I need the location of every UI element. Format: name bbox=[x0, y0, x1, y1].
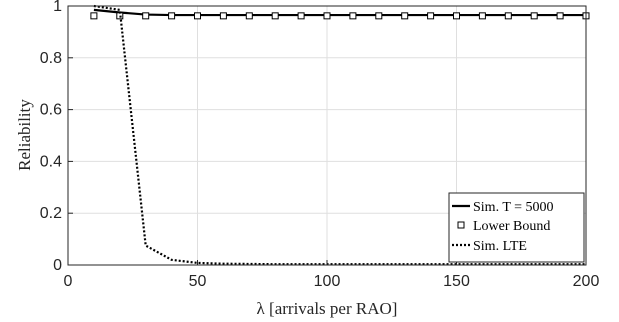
y-axis-title: Reliability bbox=[15, 99, 34, 171]
series-line-sim-lte bbox=[93, 4, 586, 266]
grid bbox=[68, 6, 586, 265]
x-tick-label: 50 bbox=[189, 273, 207, 290]
legend: Sim. T = 5000 Lower Bound Sim. LTE bbox=[448, 192, 585, 263]
data-point-lower-bound bbox=[168, 12, 176, 20]
legend-marker-lower-bound bbox=[457, 221, 465, 229]
data-point-lower-bound bbox=[219, 12, 227, 20]
data-point-lower-bound bbox=[271, 12, 279, 20]
legend-box bbox=[448, 192, 585, 263]
y-tick-label: 0.2 bbox=[40, 205, 62, 222]
data-point-lower-bound bbox=[556, 12, 564, 20]
y-tick-label: 0 bbox=[53, 257, 62, 274]
data-point-lower-bound bbox=[504, 12, 512, 20]
x-tick-label: 0 bbox=[64, 273, 73, 290]
x-tick-label: 150 bbox=[443, 273, 470, 290]
series-layer bbox=[90, 4, 590, 266]
data-point-lower-bound bbox=[453, 12, 460, 20]
series-line-sim-t-5000 bbox=[93, 8, 586, 17]
data-point-lower-bound bbox=[323, 12, 331, 20]
data-point-lower-bound bbox=[401, 12, 409, 20]
data-point-lower-bound bbox=[530, 12, 538, 20]
tick-labels: 0 50 100 150 200 0 0.2 0.4 0.6 0.8 1 bbox=[40, 0, 600, 290]
y-tick-label: 1 bbox=[53, 0, 62, 15]
y-tick-label: 0.8 bbox=[40, 50, 62, 67]
data-point-lower-bound bbox=[142, 12, 150, 20]
data-point-lower-bound bbox=[478, 12, 486, 20]
x-axis-title: λ [arrivals per RAO] bbox=[257, 299, 398, 318]
y-tick-label: 0.6 bbox=[40, 102, 62, 119]
data-point-lower-bound bbox=[90, 12, 98, 20]
data-point-lower-bound bbox=[375, 12, 383, 20]
legend-label-lower-bound: Lower Bound bbox=[473, 219, 550, 234]
y-tick-label: 0.4 bbox=[40, 153, 62, 170]
data-point-lower-bound bbox=[194, 12, 201, 20]
data-point-lower-bound bbox=[349, 12, 357, 20]
data-point-lower-bound bbox=[245, 12, 253, 20]
x-tick-label: 100 bbox=[314, 273, 341, 290]
data-point-lower-bound bbox=[427, 12, 435, 20]
legend-label-sim-t: Sim. T = 5000 bbox=[473, 200, 554, 215]
legend-label-sim-lte: Sim. LTE bbox=[473, 239, 527, 254]
data-point-lower-bound bbox=[297, 12, 305, 20]
x-tick-label: 200 bbox=[573, 273, 600, 290]
